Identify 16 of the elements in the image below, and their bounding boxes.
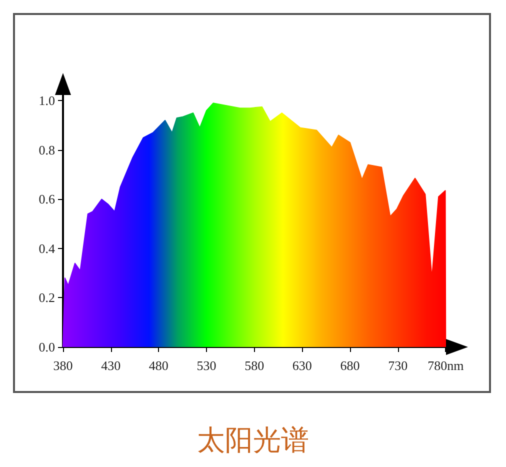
x-tick-label: 530 [196, 358, 216, 373]
y-tick-label: 1.0 [38, 93, 55, 108]
text: 太阳光谱 [197, 424, 309, 456]
x-tick-label: 780nm [428, 358, 464, 373]
y-tick-label: 0.0 [38, 340, 55, 354]
x-tick-label: 630 [292, 358, 312, 373]
x-tick-label: 580 [244, 358, 264, 373]
y-tick-label: 0.2 [38, 290, 55, 306]
x-tick-label: 380 [53, 358, 73, 373]
y-tick-label: 0.4 [38, 240, 56, 256]
x-tick-label: 730 [388, 358, 408, 373]
x-tick-label: 430 [101, 358, 121, 373]
x-tick-label: 480 [148, 358, 168, 373]
y-tick-label: 0.8 [38, 142, 55, 158]
x-tick-label: 680 [340, 358, 360, 373]
y-tick-label: 0.6 [38, 192, 56, 207]
